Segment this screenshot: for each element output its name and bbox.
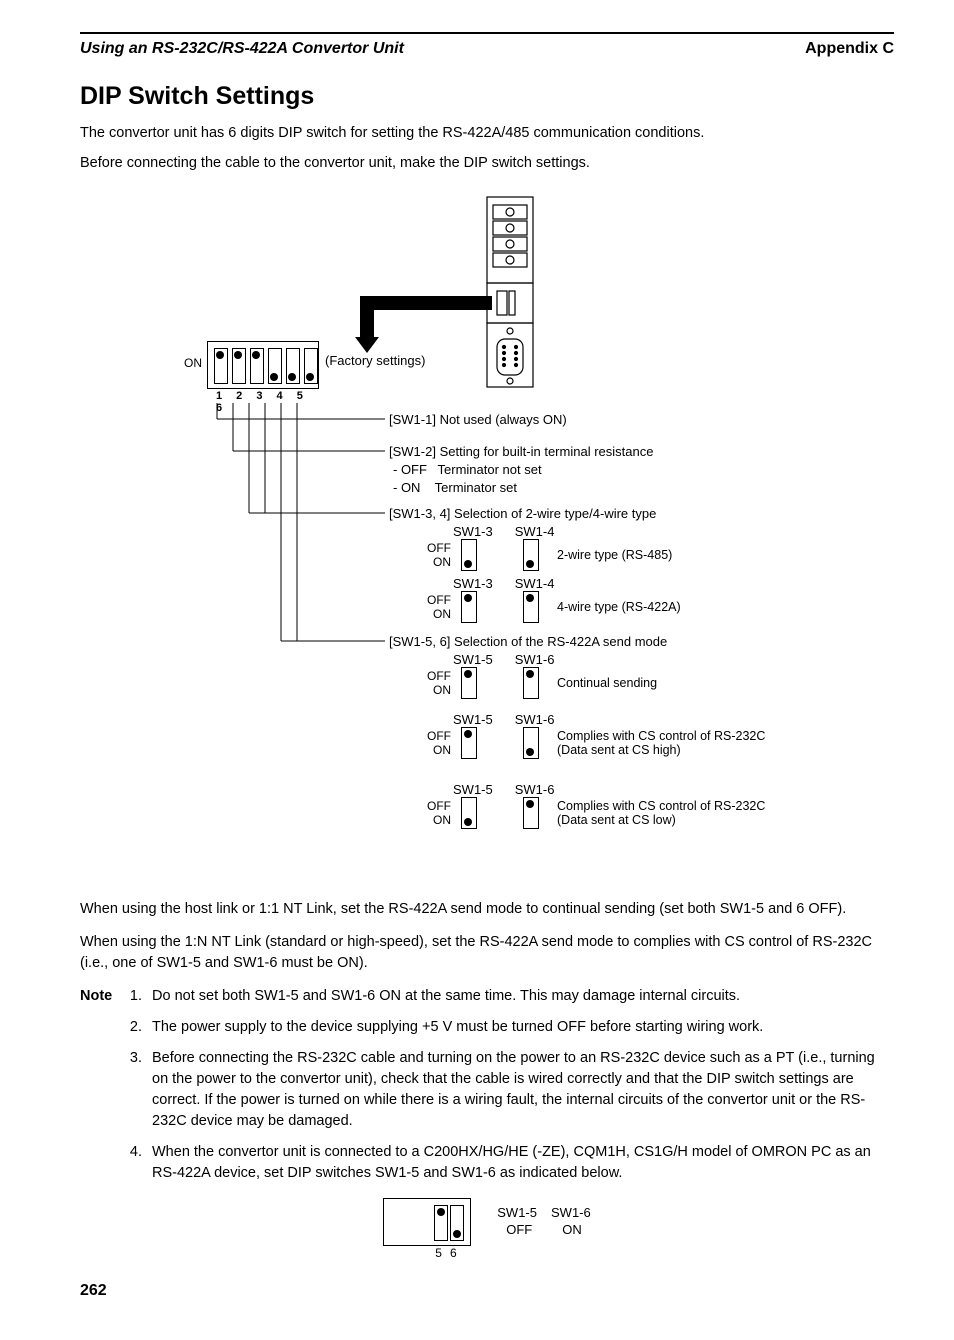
body-1: When using the host link or 1:1 NT Link,… [80,899,894,920]
sw1-1-desc: [SW1-1] Not used (always ON) [389,411,567,429]
sw56-row2: OFFON Complies with CS control of RS-232… [427,727,765,759]
note-4: When the convertor unit is connected to … [146,1142,894,1184]
body-2: When using the 1:N NT Link (standard or … [80,932,894,974]
note-3: Before connecting the RS-232C cable and … [146,1048,894,1132]
factory-settings-label: (Factory settings) [325,353,425,368]
dip-switch-block: ON 1 2 3 4 5 6 [207,341,319,389]
note-1: Do not set both SW1-5 and SW1-6 ON at th… [146,986,894,1007]
dip-numbers: 1 2 3 4 5 6 [216,390,318,414]
sw13-h: SW1-3 [453,523,493,541]
dip-on-label: ON [184,356,202,370]
intro-2: Before connecting the cable to the conve… [80,153,894,175]
sw34-row1: OFFON 2-wire type (RS-485) [427,539,672,571]
dip-diagram: ON 1 2 3 4 5 6 (Factory settings) [SW1-1… [97,191,877,881]
sw56-row1: OFFON Continual sending [427,667,657,699]
bottom-dip-diagram: 5 6 SW1-5 SW1-6 OFF ON [80,1198,894,1246]
intro-1: The convertor unit has 6 digits DIP swit… [80,123,894,145]
page-title: DIP Switch Settings [80,82,894,111]
sw1-56-head: [SW1-5, 6] Selection of the RS-422A send… [389,633,667,651]
sw1-2-on: - ON Terminator set [393,479,517,497]
note-label: Note [80,986,128,1194]
sw34-row2: OFFON 4-wire type (RS-422A) [427,591,681,623]
sw14-h: SW1-4 [515,523,555,541]
page-number: 262 [80,1282,894,1300]
note-list: Do not set both SW1-5 and SW1-6 ON at th… [128,986,894,1194]
sw1-34-head: [SW1-3, 4] Selection of 2-wire type/4-wi… [389,505,656,523]
header-left: Using an RS-232C/RS-422A Convertor Unit [80,40,404,58]
note-2: The power supply to the device supplying… [146,1017,894,1038]
sw1-2-off: - OFF Terminator not set [393,461,542,479]
sw1-2-head: [SW1-2] Setting for built-in terminal re… [389,443,653,461]
sw56-row3: OFFON Complies with CS control of RS-232… [427,797,765,829]
header-right: Appendix C [805,40,894,58]
